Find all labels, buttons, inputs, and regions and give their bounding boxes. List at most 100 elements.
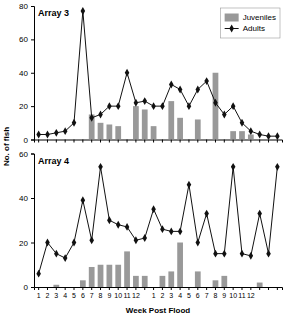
- tick: 4: [63, 287, 67, 299]
- tick-label: 20: [19, 102, 28, 111]
- legend-item: Adults: [225, 24, 265, 33]
- panel-title: Array 3: [38, 8, 69, 18]
- tick-mark: [109, 140, 110, 143]
- bar: [257, 283, 263, 287]
- y-axis: 020406080: [19, 2, 34, 145]
- tick-mark: [56, 287, 57, 290]
- tick: [259, 287, 260, 290]
- tick: 10: [114, 287, 122, 299]
- axis-line: [31, 154, 35, 288]
- marker: [213, 99, 218, 107]
- tick-label: 5: [72, 292, 76, 299]
- bar: [168, 271, 174, 287]
- tick-mark: [31, 73, 34, 74]
- marker: [81, 196, 86, 204]
- bar: [89, 267, 95, 287]
- tick-mark: [233, 287, 234, 290]
- bar: [204, 139, 210, 140]
- tick: 8: [99, 287, 103, 299]
- bar: [98, 123, 104, 140]
- tick-label: 5: [187, 292, 191, 299]
- bar: [160, 276, 166, 287]
- marker: [116, 221, 121, 229]
- marker: [213, 250, 218, 258]
- legend-label: Adults: [243, 24, 265, 33]
- bar: [186, 287, 192, 288]
- tick-label: 12: [247, 292, 255, 299]
- marker: [116, 102, 121, 110]
- tick-mark: [241, 140, 242, 143]
- tick-mark: [31, 106, 34, 107]
- tick-mark: [74, 287, 75, 290]
- tick-mark: [224, 140, 225, 143]
- marker: [196, 85, 201, 93]
- tick-label: 3: [169, 292, 173, 299]
- tick: [65, 140, 66, 143]
- bar: [133, 106, 139, 139]
- bar: [266, 287, 272, 288]
- bar: [98, 265, 104, 287]
- marker: [178, 85, 183, 93]
- x-axis: 123456789101112123456789101112: [35, 287, 283, 299]
- tick: [224, 140, 225, 143]
- bar: [45, 287, 51, 288]
- tick: 0: [24, 136, 34, 145]
- tick: 11: [238, 287, 245, 299]
- marker: [45, 239, 50, 247]
- tick-mark: [206, 287, 207, 290]
- tick: [233, 140, 234, 143]
- tick-label: 12: [132, 292, 140, 299]
- tick-mark: [47, 287, 48, 290]
- tick-mark: [31, 39, 34, 40]
- tick-label: 7: [205, 292, 209, 299]
- tick: [135, 140, 136, 143]
- tick: [180, 140, 181, 143]
- bar: [71, 139, 77, 140]
- tick: [100, 140, 101, 143]
- bar: [36, 287, 42, 288]
- tick-mark: [206, 140, 207, 143]
- bar: [230, 287, 236, 288]
- bar: [257, 139, 263, 140]
- tick-label: 40: [19, 69, 28, 78]
- bar: [221, 276, 227, 287]
- axis-line: [31, 7, 35, 141]
- bar: [62, 287, 68, 288]
- tick-mark: [277, 140, 278, 143]
- tick: [188, 140, 189, 143]
- bar: [133, 276, 139, 287]
- marker: [125, 69, 130, 77]
- bar: [151, 126, 157, 139]
- tick: 6: [81, 287, 85, 299]
- marker: [266, 250, 271, 258]
- tick-mark: [250, 287, 251, 290]
- tick: [268, 140, 269, 143]
- bar: [53, 139, 59, 140]
- tick-label: 11: [123, 292, 130, 299]
- bar: [80, 139, 86, 140]
- bar: [124, 251, 130, 287]
- marker: [151, 102, 156, 110]
- tick-mark: [31, 6, 34, 7]
- tick-mark: [31, 140, 34, 141]
- tick-mark: [233, 140, 234, 143]
- tick: [259, 140, 260, 143]
- bar: [221, 139, 227, 140]
- legend-label: Juveniles: [243, 13, 276, 22]
- tick: [171, 140, 172, 143]
- tick-mark: [31, 154, 34, 155]
- tick-mark: [74, 140, 75, 143]
- tick-label: 10: [229, 292, 237, 299]
- x-axis: [35, 140, 283, 143]
- marker: [196, 239, 201, 247]
- legend-frame: [221, 8, 280, 38]
- y-axis-title: No. of fish: [2, 127, 11, 166]
- line-series: [36, 7, 279, 139]
- marker: [266, 132, 271, 139]
- tick-mark: [135, 287, 136, 290]
- tick-mark: [171, 287, 172, 290]
- tick-label: 60: [19, 150, 28, 159]
- marker: [81, 7, 86, 15]
- marker: [45, 131, 50, 139]
- tick-mark: [215, 287, 216, 290]
